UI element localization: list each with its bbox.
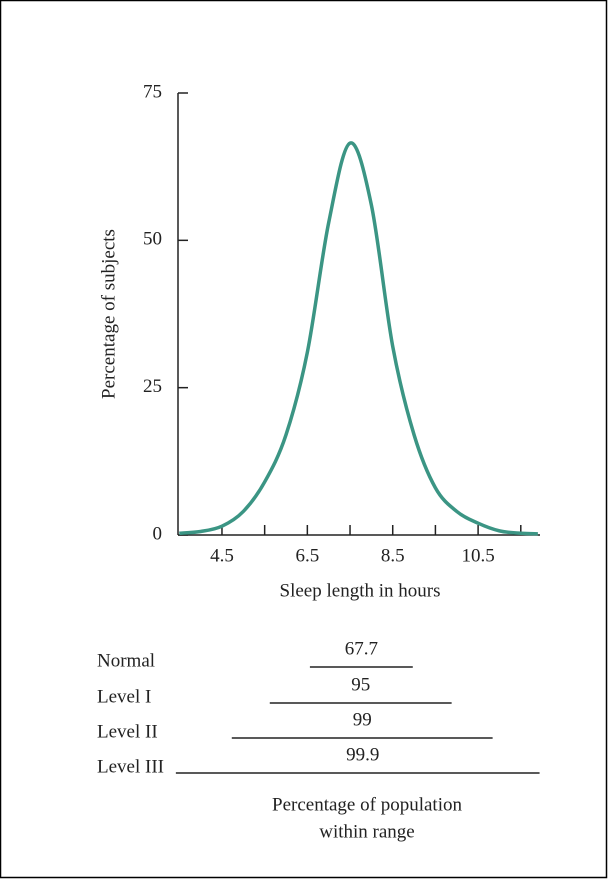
- range-value: 99: [353, 709, 372, 730]
- range-value: 95: [351, 674, 370, 695]
- x-tick-label: 6.5: [295, 545, 319, 566]
- ranges-caption: within range: [319, 821, 415, 842]
- range-label: Level II: [97, 721, 158, 742]
- y-tick-label: 0: [153, 523, 163, 544]
- y-axis-title: Percentage of subjects: [98, 229, 119, 399]
- range-value: 67.7: [345, 638, 378, 659]
- y-tick-label: 25: [143, 376, 162, 397]
- x-tick-label: 8.5: [381, 545, 405, 566]
- range-label: Level I: [97, 686, 151, 707]
- range-label: Normal: [97, 650, 155, 671]
- x-tick-label: 4.5: [210, 545, 234, 566]
- range-label: Level III: [97, 756, 164, 777]
- y-tick-label: 50: [143, 229, 162, 250]
- x-tick-label: 10.5: [461, 545, 494, 566]
- x-axis-title: Sleep length in hours: [280, 580, 441, 601]
- curve: [179, 141, 538, 536]
- range-value: 99.9: [346, 744, 379, 765]
- y-tick-label: 75: [143, 81, 162, 102]
- ranges-caption: Percentage of population: [272, 794, 462, 815]
